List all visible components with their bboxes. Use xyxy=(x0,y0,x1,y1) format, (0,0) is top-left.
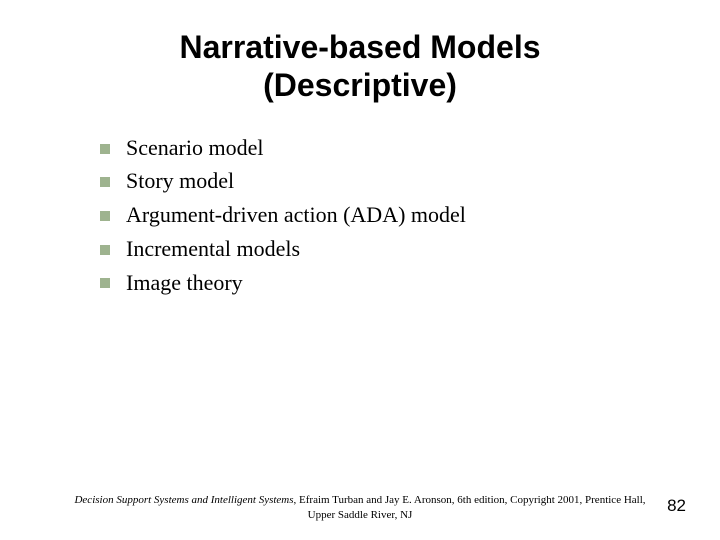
bullet-list: Scenario model Story model Argument-driv… xyxy=(100,133,670,297)
bullet-text: Argument-driven action (ADA) model xyxy=(126,200,466,230)
footer-italic-title: Decision Support Systems and Intelligent… xyxy=(74,494,293,506)
square-bullet-icon xyxy=(100,144,110,154)
bullet-text: Story model xyxy=(126,166,234,196)
footer: Decision Support Systems and Intelligent… xyxy=(0,493,720,522)
title-line-1: Narrative-based Models xyxy=(179,29,540,65)
bullet-text: Scenario model xyxy=(126,133,263,163)
list-item: Image theory xyxy=(100,268,670,298)
square-bullet-icon xyxy=(100,211,110,221)
list-item: Incremental models xyxy=(100,234,670,264)
square-bullet-icon xyxy=(100,177,110,187)
bullet-text: Incremental models xyxy=(126,234,300,264)
footer-rest: , Efraim Turban and Jay E. Aronson, 6th … xyxy=(294,494,646,520)
slide-container: Narrative-based Models (Descriptive) Sce… xyxy=(0,0,720,540)
list-item: Argument-driven action (ADA) model xyxy=(100,200,670,230)
square-bullet-icon xyxy=(100,278,110,288)
slide-title: Narrative-based Models (Descriptive) xyxy=(50,28,670,105)
square-bullet-icon xyxy=(100,245,110,255)
page-number: 82 xyxy=(667,496,686,516)
title-line-2: (Descriptive) xyxy=(263,67,457,103)
footer-citation: Decision Support Systems and Intelligent… xyxy=(60,493,660,522)
content-area: Scenario model Story model Argument-driv… xyxy=(50,133,670,297)
bullet-text: Image theory xyxy=(126,268,243,298)
list-item: Scenario model xyxy=(100,133,670,163)
list-item: Story model xyxy=(100,166,670,196)
